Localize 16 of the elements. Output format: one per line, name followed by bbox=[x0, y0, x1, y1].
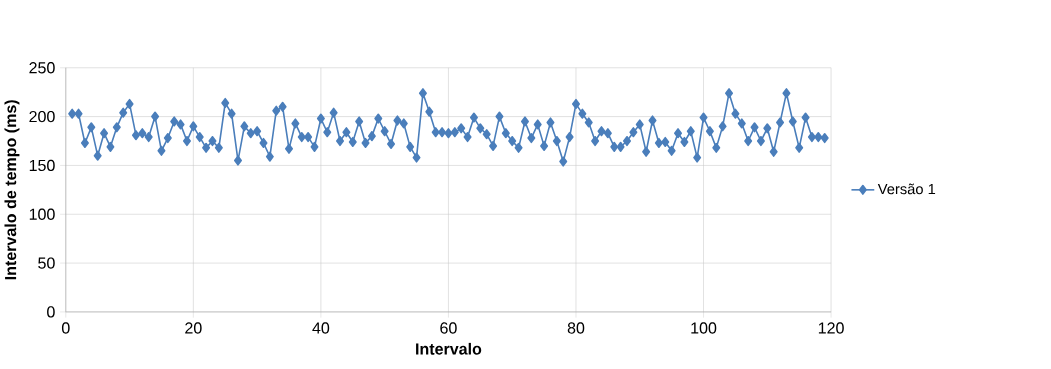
y-axis-title: Intervalo de tempo (ms) bbox=[4, 100, 20, 280]
x-tick-label: 120 bbox=[818, 322, 844, 334]
y-tick-label: 50 bbox=[38, 257, 55, 269]
y-tick-label: 200 bbox=[29, 110, 55, 123]
y-tick-label: 250 bbox=[29, 62, 55, 74]
y-tick-label: 150 bbox=[29, 159, 55, 172]
x-tick-label: 80 bbox=[567, 322, 585, 334]
x-tick-label: 60 bbox=[440, 322, 457, 334]
y-tick-label: 100 bbox=[29, 208, 55, 220]
x-axis-title: Intervalo bbox=[416, 342, 482, 355]
x-tick-label: 20 bbox=[185, 322, 202, 334]
legend-label: Versão 1 bbox=[877, 183, 936, 195]
x-tick-label: 0 bbox=[61, 322, 70, 334]
y-tick-label: 0 bbox=[47, 306, 55, 318]
x-tick-label: 40 bbox=[312, 322, 330, 334]
x-tick-label: 100 bbox=[691, 322, 717, 334]
